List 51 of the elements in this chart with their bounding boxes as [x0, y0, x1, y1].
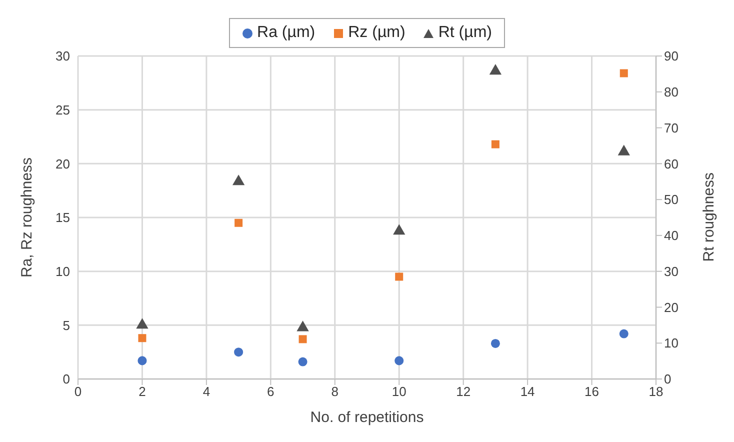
point	[491, 140, 500, 148]
x-tick-label: 18	[648, 384, 664, 400]
point	[232, 174, 245, 186]
point	[138, 334, 146, 342]
legend-label: Ra (µm)	[256, 24, 316, 42]
point	[136, 318, 148, 329]
legend-label: Rz (µm)	[347, 24, 406, 42]
x-tick-label: 16	[584, 384, 600, 400]
point	[620, 69, 628, 78]
point	[490, 338, 500, 348]
y-tick-label: 10	[56, 264, 70, 279]
point	[394, 356, 404, 366]
y2-tick-label: 10	[664, 336, 678, 351]
point	[298, 357, 308, 366]
y2-tick-label: 60	[664, 156, 678, 172]
y2-tick-label: 80	[664, 84, 678, 100]
y2-axis-title: Rt roughness	[700, 172, 718, 262]
y2-tick-label: 50	[664, 192, 678, 208]
point	[395, 272, 404, 281]
y2-tick-label: 0	[664, 372, 672, 387]
point	[619, 329, 628, 338]
x-tick-label: 4	[202, 384, 210, 400]
y-tick-label: 25	[56, 102, 70, 118]
y-tick-label: 0	[62, 372, 70, 387]
x-tick-label: 2	[138, 384, 146, 400]
point	[618, 144, 630, 156]
point	[298, 335, 307, 344]
x-tick-label: 12	[456, 384, 471, 400]
y-tick-label: 30	[56, 48, 70, 64]
y-axis-title: Ra, Rz roughness	[18, 157, 36, 278]
point	[138, 356, 147, 366]
y2-tick-label: 30	[664, 264, 678, 279]
legend-label: Rt (µm)	[437, 24, 492, 42]
y2-tick-label: 90	[664, 48, 678, 64]
x-tick-label: 6	[267, 384, 274, 400]
point	[296, 320, 309, 332]
y-tick-label: 5	[62, 318, 70, 333]
x-tick-label: 10	[392, 384, 406, 400]
point	[234, 218, 243, 227]
point	[234, 348, 244, 357]
y2-tick-label: 40	[664, 228, 678, 244]
x-tick-label: 0	[74, 384, 82, 400]
y-tick-label: 15	[56, 210, 70, 226]
y2-tick-label: 20	[664, 300, 678, 315]
x-tick-label: 8	[331, 384, 339, 400]
y2-tick-label: 70	[664, 120, 678, 136]
point	[393, 224, 406, 235]
point	[489, 64, 502, 75]
y-tick-label: 20	[56, 156, 70, 172]
x-axis-title: No. of repetitions	[310, 409, 424, 426]
x-tick-label: 14	[520, 384, 535, 400]
